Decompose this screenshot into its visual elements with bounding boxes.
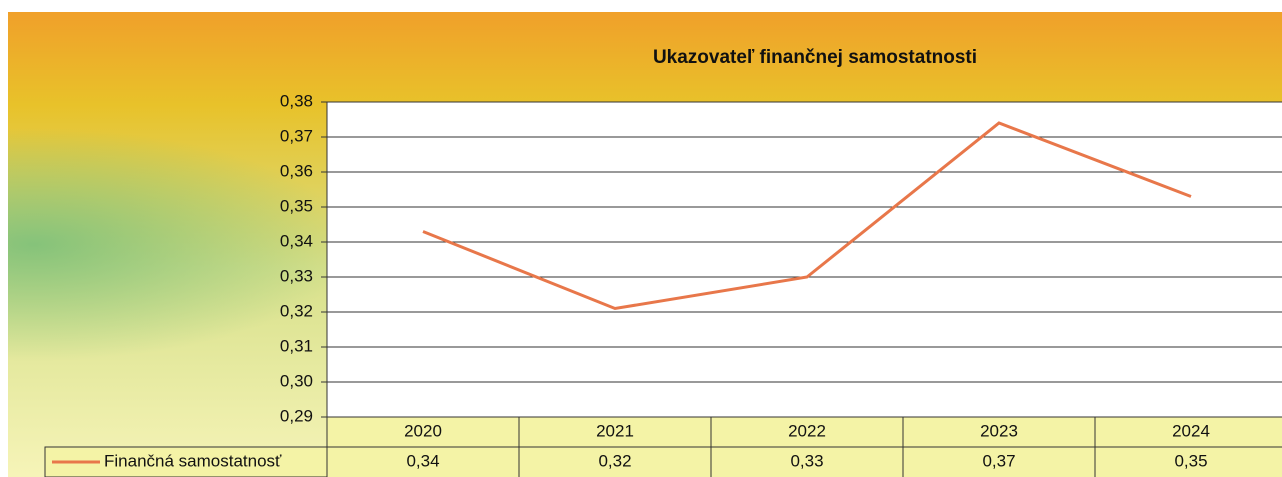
y-tick-label: 0,36 xyxy=(280,161,313,180)
table-value: 0,32 xyxy=(598,451,631,470)
x-tick-label: 2022 xyxy=(788,421,826,440)
x-tick-label: 2023 xyxy=(980,421,1018,440)
series-line xyxy=(422,121,1192,311)
y-tick-label: 0,30 xyxy=(280,371,313,390)
table-value: 0,37 xyxy=(982,451,1015,470)
chart-title: Ukazovateľ finančnej samostatnosti xyxy=(653,47,977,68)
legend-label: Finančná samostatnosť xyxy=(104,451,282,470)
y-tick-label: 0,33 xyxy=(280,266,313,285)
table-value: 0,34 xyxy=(406,451,439,470)
x-tick-label: 2024 xyxy=(1172,421,1210,440)
y-tick-label: 0,38 xyxy=(280,91,313,110)
table-value: 0,35 xyxy=(1174,451,1207,470)
y-tick-label: 0,34 xyxy=(280,231,313,250)
y-tick-label: 0,32 xyxy=(280,301,313,320)
x-tick-label: 2020 xyxy=(404,421,442,440)
y-tick-label: 0,35 xyxy=(280,196,313,215)
table-value: 0,33 xyxy=(790,451,823,470)
y-tick-label: 0,37 xyxy=(280,126,313,145)
plot-area xyxy=(327,102,1282,417)
y-tick-label: 0,31 xyxy=(280,336,313,355)
y-tick-label: 0,29 xyxy=(280,406,313,425)
x-tick-label: 2021 xyxy=(596,421,634,440)
